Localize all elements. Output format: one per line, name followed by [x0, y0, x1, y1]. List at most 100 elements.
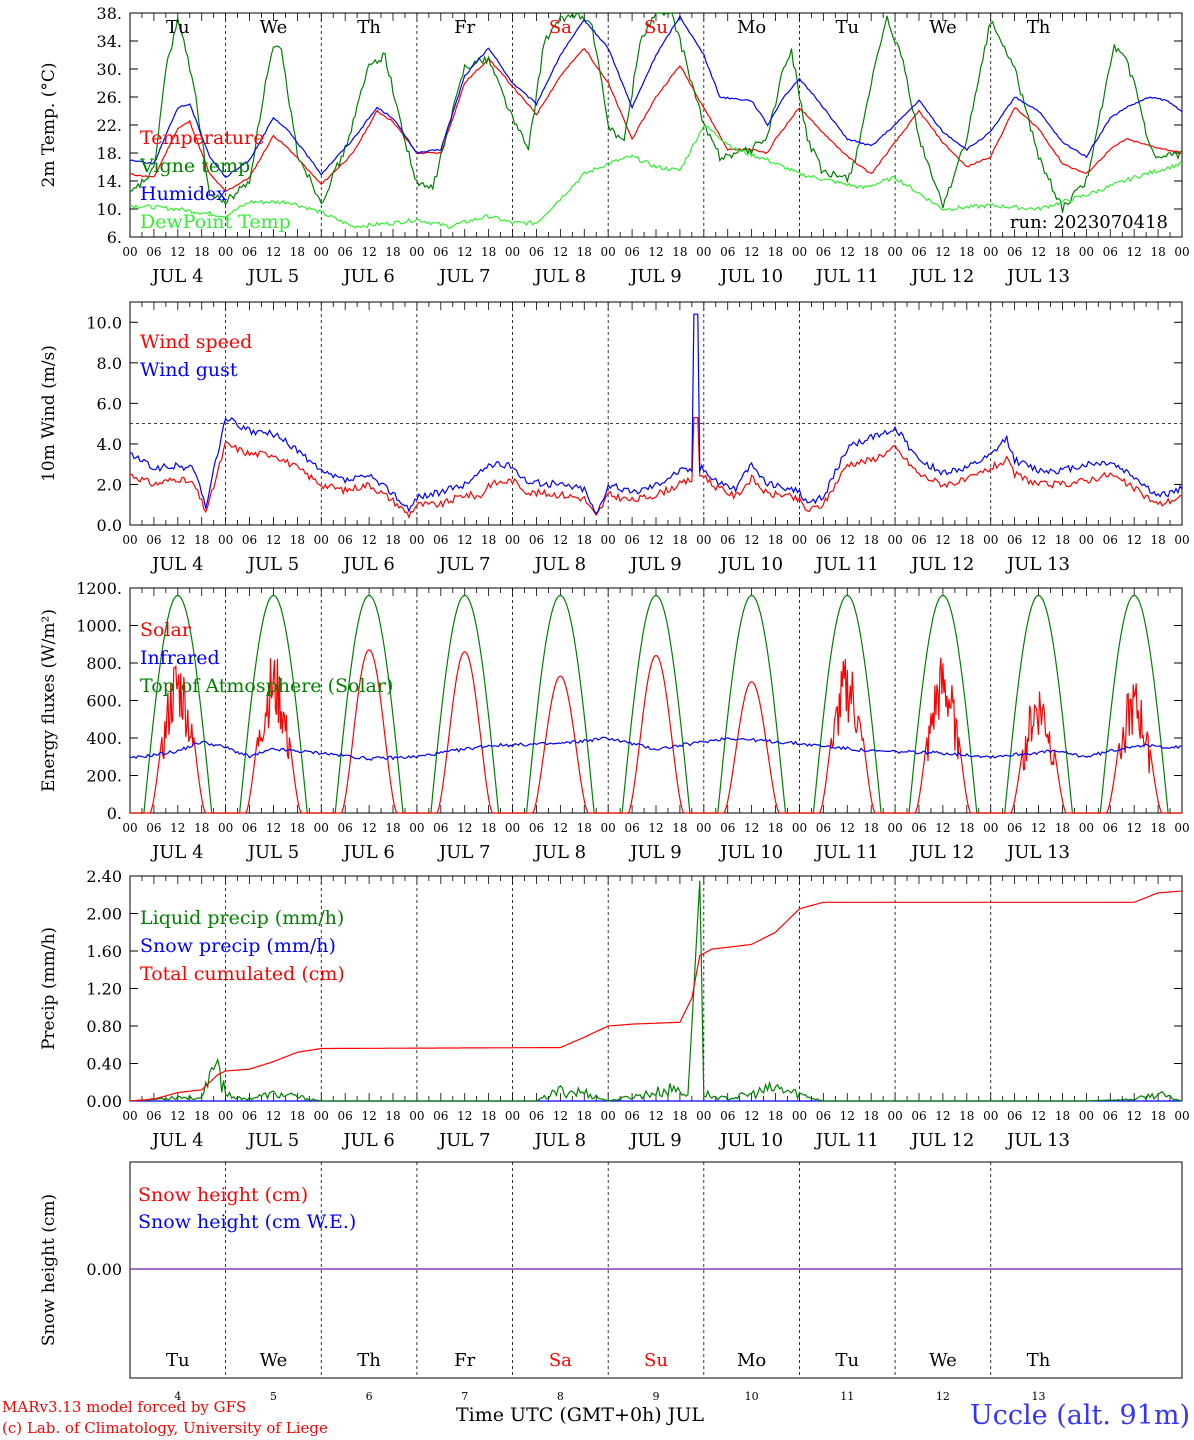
hour-label: 06: [338, 533, 353, 547]
hour-label: 18: [194, 533, 209, 547]
y-tick-label: 2.40: [86, 867, 122, 886]
y-axis-label: Snow height (cm): [39, 1194, 59, 1346]
plot-frame: [129, 587, 1183, 814]
hour-label: 18: [1055, 245, 1070, 259]
y-tick-label: 0.40: [86, 1055, 122, 1074]
y-tick-label: 1200.: [76, 579, 122, 598]
hour-label: 12: [170, 821, 185, 835]
hour-label: 18: [481, 821, 496, 835]
hour-label: 18: [194, 245, 209, 259]
hour-label: 12: [648, 533, 663, 547]
legend-entry: Wind speed: [140, 331, 252, 353]
panel-precip: 00 06 12 18 00 06 12 18 00 06 12 18 00 06 12 18 00 06 12 18…: [39, 867, 1190, 1151]
panel-wind: 00 06 12 18 00 06 12 18 00 06 12 18 00 06 12 18 00 06 12 18…: [39, 301, 1190, 575]
y-axis-label: Precip (mm/h): [39, 927, 59, 1050]
series-line: [130, 594, 1182, 814]
hour-label: 06: [624, 821, 639, 835]
date-label: JUL 6: [341, 842, 395, 863]
series-line: [129, 880, 1183, 1102]
date-label: JUL 5: [246, 842, 300, 863]
hour-label: 06: [1007, 245, 1022, 259]
weekday-label: Su: [644, 17, 668, 38]
series-line: [129, 124, 1183, 230]
y-tick-label: 0.0: [97, 516, 122, 535]
weekday-label: Th: [1027, 17, 1051, 38]
hour-label: 06: [242, 533, 257, 547]
day-number: 7: [461, 1390, 468, 1403]
series-line: [130, 649, 1182, 814]
weekday-label: We: [260, 17, 288, 38]
hour-label: 06: [1007, 1109, 1022, 1123]
date-label: JUL 5: [246, 1130, 300, 1151]
hour-label: 00: [792, 821, 807, 835]
date-label: JUL 9: [628, 266, 682, 287]
date-label: JUL 5: [246, 554, 300, 575]
hour-label: 18: [959, 1109, 974, 1123]
series-line: [129, 417, 1183, 520]
hour-label: 00: [601, 821, 616, 835]
day-number: 13: [1032, 1390, 1046, 1403]
hour-label: 06: [338, 821, 353, 835]
hour-label: 18: [481, 1109, 496, 1123]
hour-label: 06: [433, 533, 448, 547]
hour-label: 00: [601, 533, 616, 547]
y-tick-label: 14.: [97, 172, 122, 191]
day-number: 9: [653, 1390, 660, 1403]
hour-label: 00: [983, 533, 998, 547]
y-tick-label: 1.20: [86, 980, 122, 999]
hour-label: 18: [577, 533, 592, 547]
hour-label: 00: [1174, 245, 1189, 259]
hour-label: 12: [1127, 1109, 1142, 1123]
hour-label: 18: [672, 821, 687, 835]
hour-label: 12: [361, 533, 376, 547]
hour-label: 18: [194, 821, 209, 835]
date-label: JUL 11: [814, 842, 879, 863]
hour-label: 06: [242, 821, 257, 835]
y-tick-label: 8.0: [97, 354, 122, 373]
y-tick-label: 600.: [86, 692, 122, 711]
hour-label: 00: [792, 245, 807, 259]
y-tick-label: 18.: [97, 144, 122, 163]
date-label: JUL 12: [909, 266, 974, 287]
hour-label: 06: [433, 245, 448, 259]
hour-label: 00: [314, 1109, 329, 1123]
y-tick-label: 0.: [107, 804, 122, 823]
day-number: 5: [270, 1390, 277, 1403]
hour-label: 12: [1031, 533, 1046, 547]
hour-label: 00: [887, 533, 902, 547]
weekday-label: Th: [357, 17, 381, 38]
hour-label: 06: [624, 245, 639, 259]
day-number: 11: [840, 1390, 854, 1403]
y-tick-label: 2.00: [86, 905, 122, 924]
y-tick-label: 30.: [97, 60, 122, 79]
model-credit: MARv3.13 model forced by GFS: [2, 1398, 247, 1416]
weekday-label: Th: [1027, 1350, 1051, 1371]
legend-entry: Solar: [140, 619, 192, 641]
date-label: JUL 8: [533, 1130, 587, 1151]
date-label: JUL 10: [718, 266, 783, 287]
legend-entry: Vigne temp: [139, 155, 250, 177]
hour-label: 00: [218, 821, 233, 835]
hour-label: 06: [911, 821, 926, 835]
date-label: JUL 7: [437, 842, 491, 863]
hour-label: 12: [648, 821, 663, 835]
weekday-label: We: [260, 1350, 288, 1371]
hour-label: 18: [385, 821, 400, 835]
hour-label: 18: [1150, 533, 1165, 547]
y-tick-label: 10.: [97, 200, 122, 219]
date-label: JUL 13: [1005, 554, 1070, 575]
hour-label: 18: [481, 245, 496, 259]
hour-label: 00: [505, 1109, 520, 1123]
y-tick-label: 6.0: [97, 394, 122, 413]
y-axis-label: 2m Temp. (°C): [39, 62, 59, 187]
hour-label: 06: [720, 245, 735, 259]
hour-label: 18: [1150, 245, 1165, 259]
lab-credit: (c) Lab. of Climatology, University of L…: [2, 1419, 328, 1437]
hour-label: 06: [816, 533, 831, 547]
y-tick-label: 4.0: [97, 435, 122, 454]
y-tick-label: 0.00: [86, 1260, 122, 1279]
hour-label: 12: [1031, 1109, 1046, 1123]
hour-label: 06: [433, 1109, 448, 1123]
date-label: JUL 7: [437, 266, 491, 287]
hour-label: 18: [1055, 1109, 1070, 1123]
